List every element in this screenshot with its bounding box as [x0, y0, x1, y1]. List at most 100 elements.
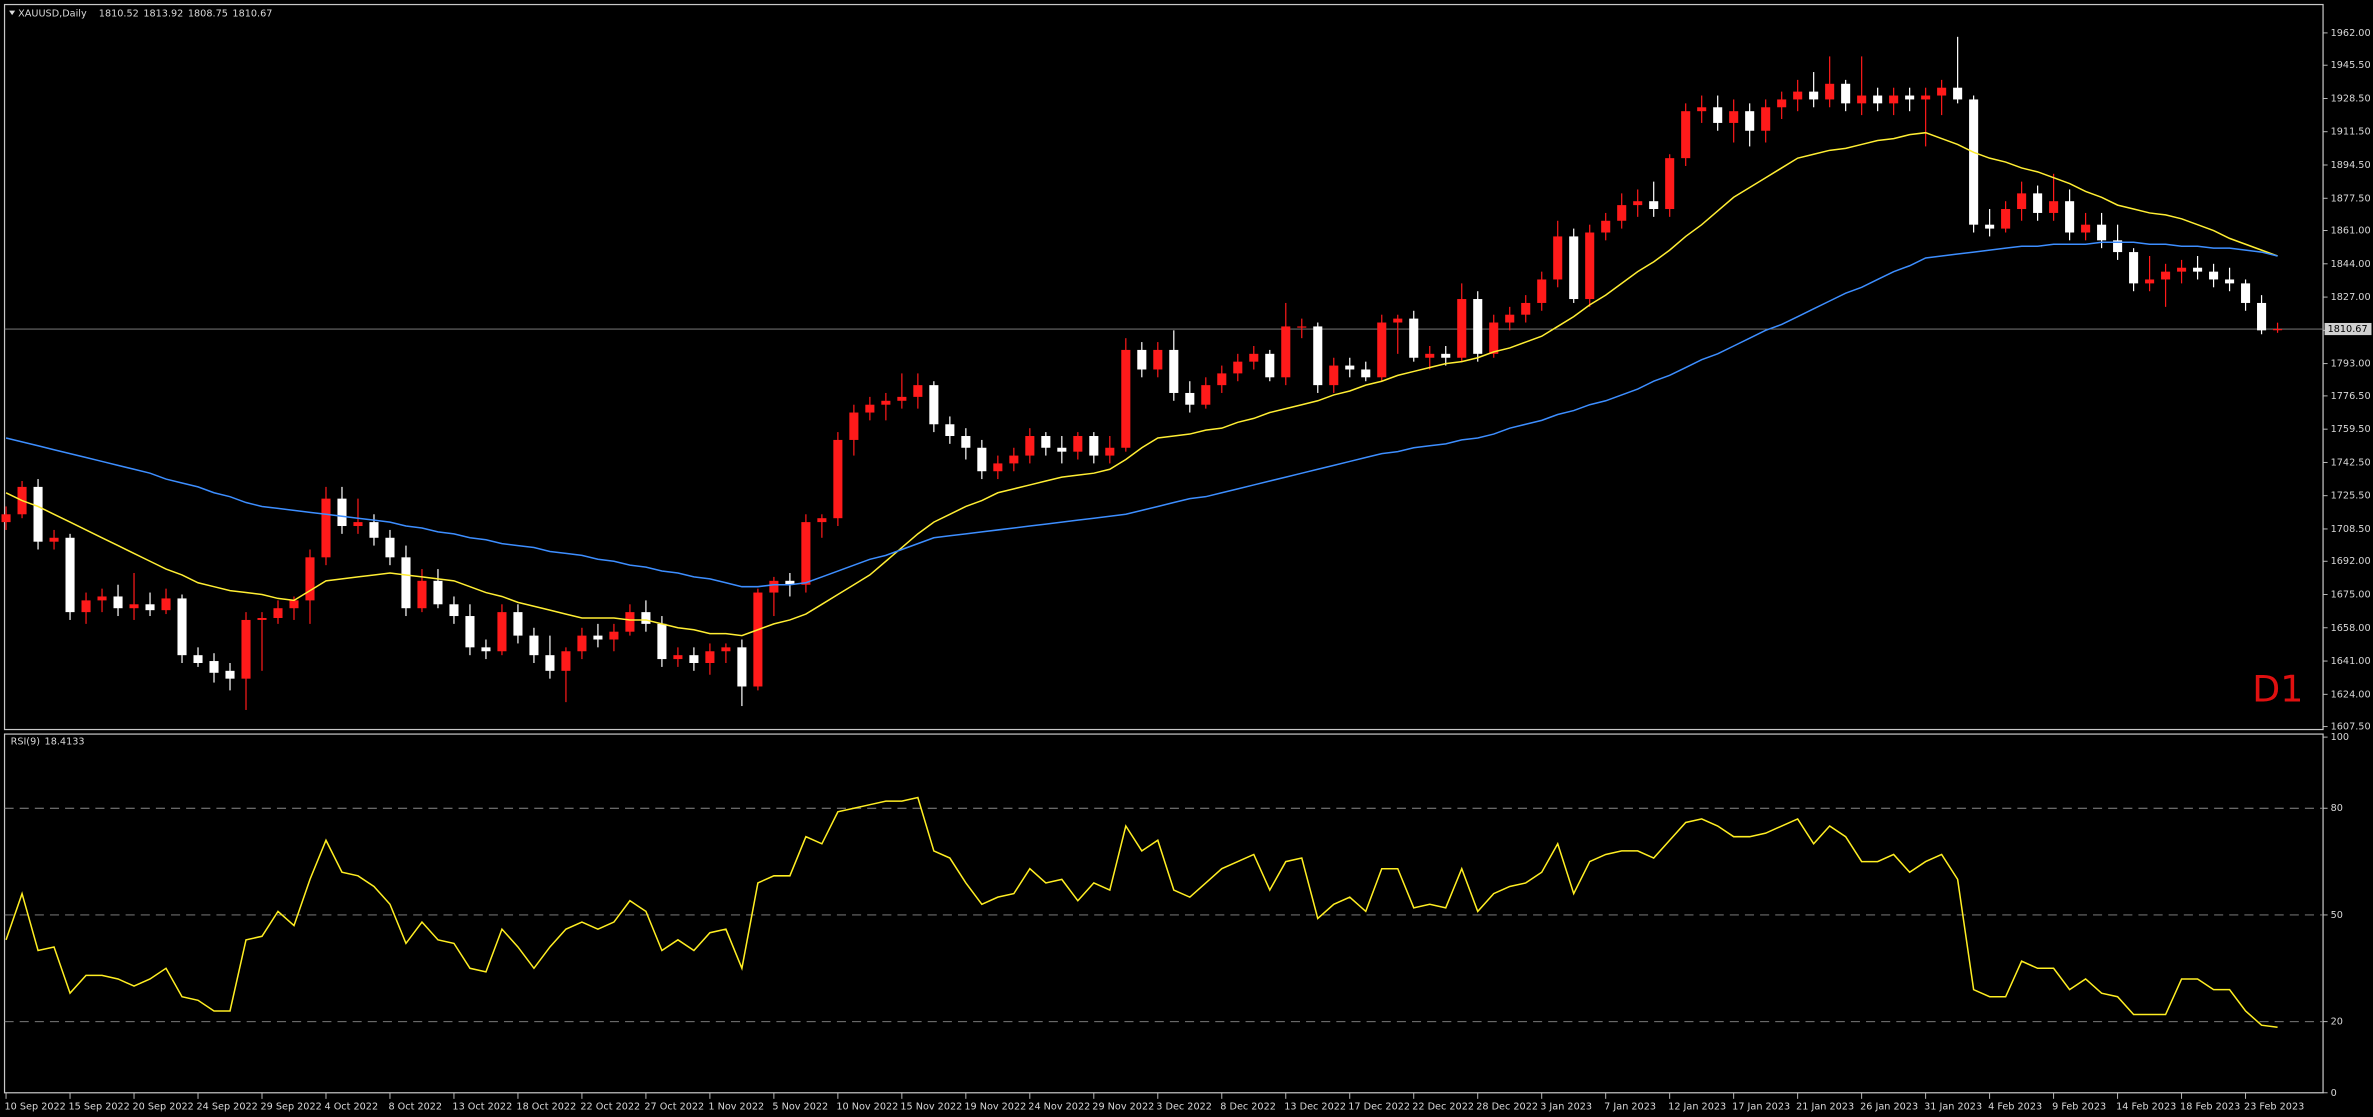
candle-body	[2081, 224, 2091, 233]
candle-body	[1985, 224, 1995, 229]
y-tick-label: 1742.50	[2331, 457, 2371, 468]
candle-body	[721, 647, 731, 652]
candle-body	[961, 436, 971, 448]
candle-body	[2209, 271, 2219, 280]
candle-body	[1169, 349, 1179, 393]
y-tick-label: 1725.50	[2331, 491, 2371, 502]
candle-body	[273, 608, 283, 618]
rsi-title: RSI(9)	[11, 737, 40, 748]
candle-body	[241, 619, 251, 679]
candle-body	[849, 412, 859, 440]
x-tick-label: 27 Oct 2022	[644, 1101, 704, 1112]
candle-body	[1889, 95, 1899, 104]
candle-body	[433, 580, 443, 605]
candle-body	[913, 385, 923, 397]
x-tick-label: 7 Jan 2023	[1604, 1101, 1656, 1112]
candle-body	[1841, 83, 1851, 104]
candle-body	[1905, 95, 1915, 100]
candle-body	[801, 522, 811, 585]
x-tick-label: 12 Jan 2023	[1668, 1101, 1726, 1112]
candle-body	[1569, 236, 1579, 300]
y-tick-label: 50	[2331, 910, 2343, 921]
y-tick-label: 1658.00	[2331, 623, 2371, 634]
candle-body	[1297, 326, 1307, 328]
candle-body	[1825, 83, 1835, 100]
x-tick-label: 3 Dec 2022	[1156, 1101, 1212, 1112]
candle-body	[705, 651, 715, 664]
y-tick-label: 1641.00	[2331, 656, 2371, 667]
candle-body	[385, 537, 395, 558]
candle-body	[1041, 436, 1051, 448]
x-tick-label: 18 Feb 2023	[2180, 1101, 2240, 1112]
candle-body	[1793, 91, 1803, 100]
candle-body	[177, 598, 187, 656]
candle-body	[2193, 267, 2203, 272]
x-tick-label: 29 Sep 2022	[260, 1101, 321, 1112]
x-tick-label: 9 Feb 2023	[2052, 1101, 2106, 1112]
x-tick-label: 5 Nov 2022	[772, 1101, 828, 1112]
x-tick-label: 26 Jan 2023	[1860, 1101, 1918, 1112]
x-tick-label: 14 Feb 2023	[2116, 1101, 2176, 1112]
candle-body	[1873, 95, 1883, 104]
rsi-value: 18.4133	[45, 737, 85, 748]
candle-body	[1537, 279, 1547, 303]
header-low: 1808.75	[188, 9, 228, 20]
y-tick-label: 1607.50	[2331, 722, 2371, 733]
candle-body	[1617, 205, 1627, 221]
candle-body	[977, 447, 987, 472]
candle-body	[1697, 107, 1707, 112]
candle-body	[673, 655, 683, 660]
candle-body	[1249, 353, 1259, 362]
candle-body	[2257, 302, 2267, 331]
candle-body	[225, 670, 235, 679]
x-tick-label: 21 Jan 2023	[1796, 1101, 1854, 1112]
last-price-box	[2324, 322, 2372, 336]
candle-body	[1105, 447, 1115, 456]
x-tick-label: 17 Dec 2022	[1348, 1101, 1410, 1112]
candle-body	[1265, 353, 1275, 378]
last-price-label: 1810.67	[2328, 324, 2368, 335]
y-tick-label: 80	[2331, 803, 2343, 814]
candle-body	[81, 600, 91, 613]
candle-body	[257, 617, 267, 620]
candle-body	[689, 655, 699, 664]
candle-body	[1921, 95, 1931, 100]
header-close: 1810.67	[232, 9, 272, 20]
line	[5, 796, 2278, 1029]
candle-body	[529, 635, 539, 656]
x-tick-label: 31 Jan 2023	[1924, 1101, 1982, 1112]
candle-body	[97, 596, 107, 601]
x-tick-label: 20 Sep 2022	[133, 1101, 194, 1112]
candle-body	[1057, 447, 1067, 452]
candle-body	[2225, 279, 2235, 284]
line	[5, 241, 2278, 588]
candle-body	[481, 647, 491, 652]
candle-body	[1281, 326, 1291, 378]
y-tick-label: 1894.50	[2331, 160, 2371, 171]
candle-body	[753, 592, 763, 687]
candle-body	[2129, 252, 2139, 284]
candle-body	[1649, 201, 1659, 210]
candle-body	[465, 616, 475, 648]
candle-body	[401, 557, 411, 609]
candle-body	[321, 498, 331, 558]
x-tick-label: 13 Oct 2022	[452, 1101, 512, 1112]
candle-body	[657, 623, 667, 660]
x-tick-label: 13 Dec 2022	[1284, 1101, 1346, 1112]
candle-body	[1441, 353, 1451, 358]
candle-body	[113, 596, 123, 609]
candle-body	[1761, 107, 1771, 131]
candle-body	[1153, 349, 1163, 370]
candle-body	[209, 661, 219, 673]
candle-body	[1601, 220, 1611, 233]
candle-body	[1665, 158, 1675, 210]
x-tick-label: 1 Nov 2022	[708, 1101, 764, 1112]
candle-body	[625, 612, 635, 632]
candle-body	[417, 580, 427, 609]
x-tick-label: 17 Jan 2023	[1732, 1101, 1790, 1112]
candle-body	[369, 522, 379, 538]
candle-body	[833, 439, 843, 519]
candle-body	[1185, 392, 1195, 405]
candle-body	[305, 557, 315, 601]
candle-body	[865, 404, 875, 413]
